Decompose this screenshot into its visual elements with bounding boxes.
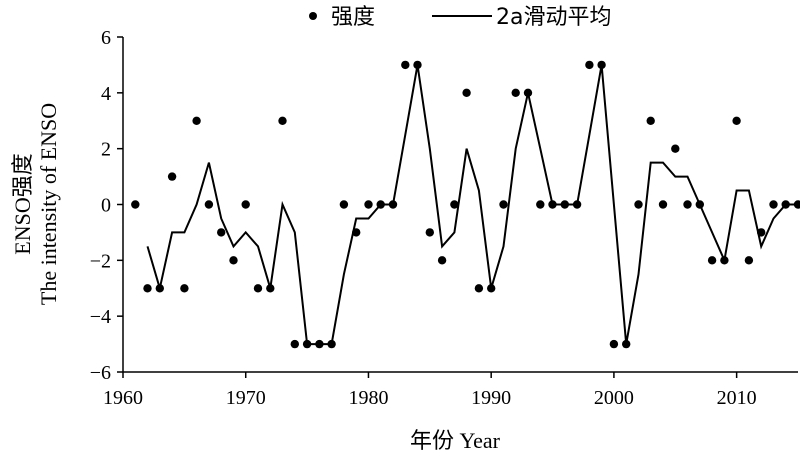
intensity-point [167,172,177,181]
intensity-point [523,88,533,98]
moving-average-series [146,64,798,346]
y-axis-title-line1: ENSO强度 [10,153,35,254]
intensity-point [695,200,704,209]
intensity-point [315,339,324,349]
intensity-point [658,200,668,209]
y-tick-label: 2 [101,139,111,161]
intensity-point [597,60,606,70]
moving-average-line [146,64,798,346]
intensity-point [720,256,729,265]
intensity-point [609,339,619,349]
intensity-point [757,228,766,237]
intensity-point [646,116,655,126]
intensity-point [683,200,692,209]
intensity-point [585,60,594,70]
intensity-point [143,284,152,293]
y-tick-label: −2 [90,250,111,272]
intensity-point [511,88,520,98]
intensity-point [769,200,778,209]
intensity-point [241,200,250,209]
intensity-point [339,200,349,209]
y-tick-label: 0 [101,195,111,217]
y-tick-label: −4 [90,306,111,328]
y-tick-label: 6 [101,27,111,49]
x-tick-label: 2000 [594,387,634,409]
intensity-point [155,284,164,293]
x-tick-label: 1960 [103,387,143,409]
intensity-point [376,200,385,209]
intensity-point [425,228,434,237]
y-axis-title-line2: The intensity of ENSO [36,103,61,305]
intensity-point [744,256,754,265]
legend-marker-intensity [309,12,317,20]
intensity-point [253,284,263,293]
intensity-point [388,200,398,209]
intensity-point [450,200,459,209]
intensity-point [401,60,410,70]
intensity-point [536,200,545,209]
intensity-point [560,200,569,209]
intensity-point [671,144,680,153]
legend-label-intensity: 强度 [331,5,375,30]
ticks: −6 −4 −2 0 2 4 6 1960 1970 1980 1990 2000 2010 [90,27,757,409]
x-tick-label: 1970 [226,387,266,409]
intensity-point [327,339,336,349]
intensity-point [352,228,361,237]
intensity-point [278,116,287,126]
intensity-point [204,200,214,209]
x-tick-label: 2010 [717,387,757,409]
intensity-point [572,200,582,209]
intensity-point [622,339,631,349]
intensity-point [437,256,447,265]
intensity-point [229,256,238,265]
intensity-point [217,228,226,237]
intensity-point [302,339,312,349]
intensity-point [732,116,741,126]
intensity-point [487,284,496,293]
intensity-point [793,200,800,209]
intensity-point [781,200,790,209]
intensity-point [266,284,275,293]
intensity-point [707,256,717,265]
intensity-point [192,116,201,126]
intensity-point [413,60,422,70]
intensity-point [474,284,484,293]
intensity-point [290,339,299,349]
intensity-point [548,200,557,209]
x-tick-label: 1990 [471,387,511,409]
y-tick-label: 4 [101,83,111,105]
intensity-point [131,200,140,209]
intensity-point [364,200,373,209]
legend-label-moving-average: 2a滑动平均 [496,5,611,30]
intensity-point [634,200,643,209]
legend: 强度 2a滑动平均 [309,5,611,30]
x-tick-label: 1980 [348,387,388,409]
intensity-point [462,88,471,98]
y-tick-label: −6 [90,362,111,384]
x-axis-title: 年份 Year [410,428,501,453]
intensity-series [131,60,800,349]
intensity-point [180,284,189,293]
intensity-point [499,200,508,209]
